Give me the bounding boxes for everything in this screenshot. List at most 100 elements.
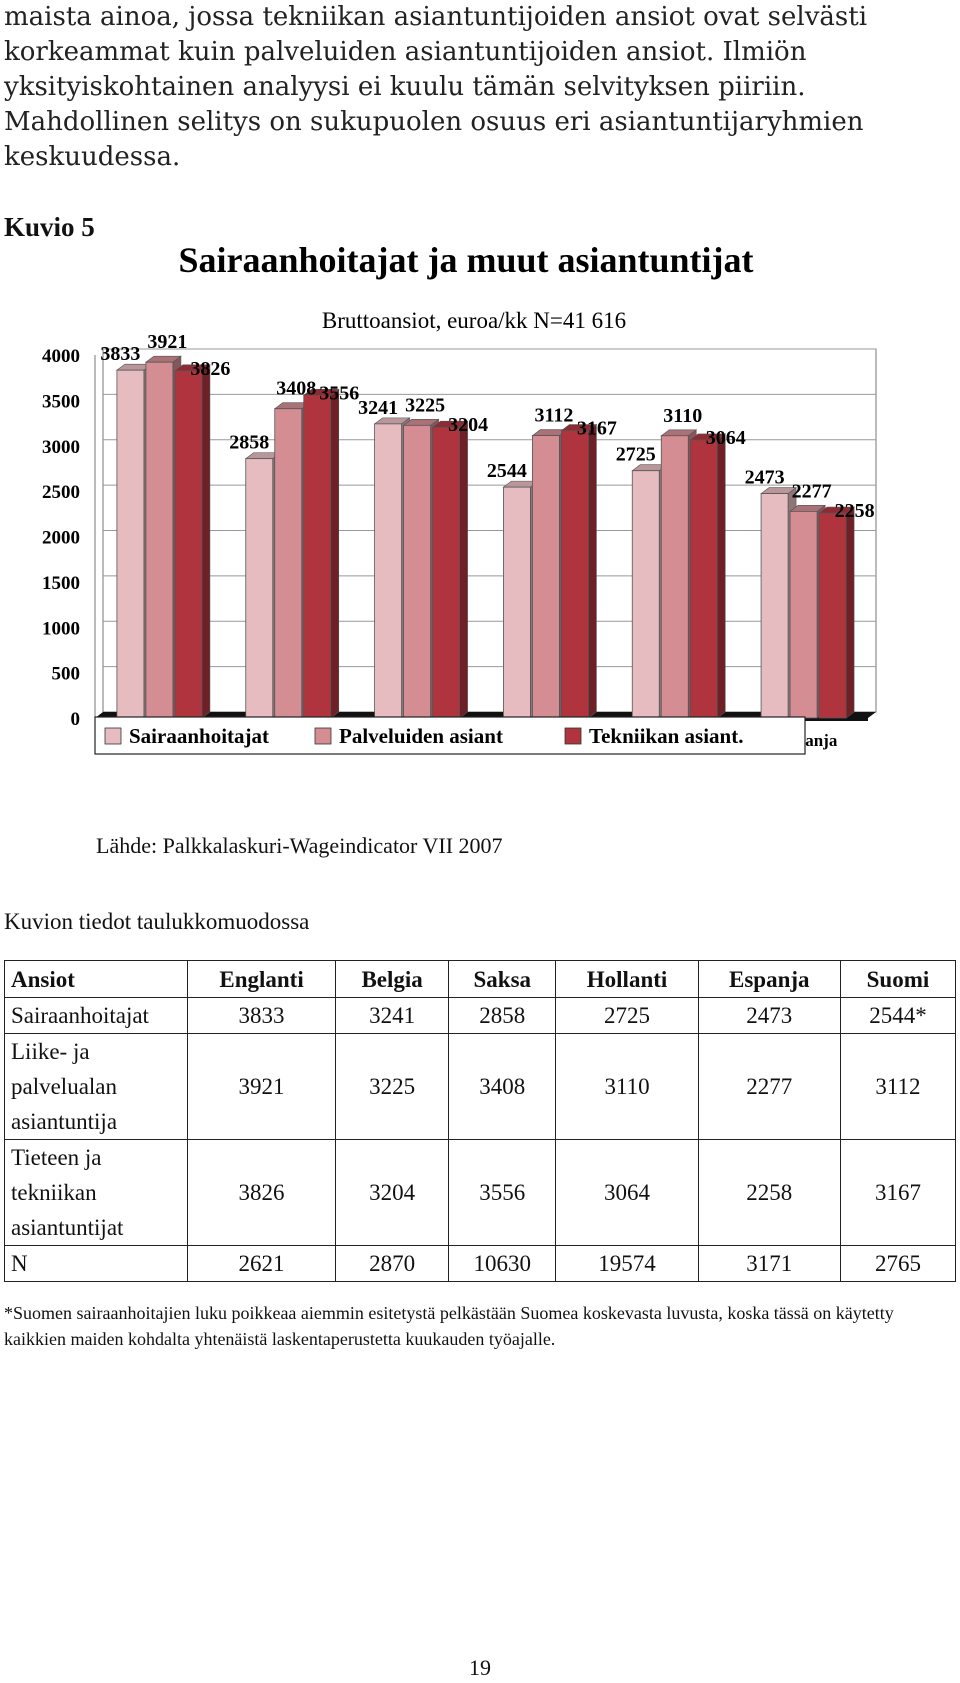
header-cell: Englanti (186, 960, 337, 998)
bar (503, 486, 531, 719)
chart-title: Sairaanhoitajat ja muut asiantuntijat (178, 240, 753, 280)
row-label-line: Liike- ja (11, 1039, 90, 1064)
bar-side (845, 506, 855, 719)
data-label: 3826 (190, 358, 230, 380)
table-cell: 3064 (555, 1139, 699, 1246)
table-cell: 3408 (448, 1033, 557, 1140)
row-label-line: palvelualan (11, 1074, 118, 1099)
table-row: N 2621 2870 10630 19574 3171 2765 (4, 1245, 957, 1282)
table-cell: 3921 (186, 1033, 337, 1140)
row-label: Sairaanhoitajat (4, 997, 188, 1034)
bar (374, 423, 402, 719)
bar (303, 394, 332, 719)
data-label: 2725 (616, 444, 656, 466)
bar (116, 369, 145, 719)
chart-subtitle: Bruttoansiot, euroa/kk N=41 616 (322, 308, 626, 333)
header-cell: Hollanti (555, 960, 699, 998)
table-cell: 3204 (335, 1139, 450, 1246)
data-label: 3167 (577, 418, 617, 440)
table-cell: 10630 (448, 1245, 557, 1282)
table-cell: 2544* (839, 997, 957, 1034)
data-label: 2858 (229, 432, 269, 454)
table-cell: 2858 (448, 997, 557, 1034)
legend-label: Sairaanhoitajat (129, 724, 269, 748)
bar (561, 430, 589, 719)
header-cell: Belgia (335, 960, 450, 998)
table-caption: Kuvion tiedot taulukkomuodossa (4, 909, 310, 934)
data-label: 3204 (448, 414, 488, 436)
data-table: Ansiot Englanti Belgia Saksa Hollanti Es… (4, 960, 957, 1282)
legend-label: Palveluiden asiant (339, 724, 503, 748)
bar (760, 493, 789, 719)
row-label-line: asiantuntijat (11, 1215, 124, 1240)
bar (631, 470, 660, 719)
table-cell: 3826 (186, 1139, 337, 1246)
y-tick-label: 2500 (42, 482, 80, 503)
table-cell: 3171 (697, 1245, 841, 1282)
table-cell: 3112 (839, 1033, 957, 1140)
y-tick-label: 2000 (42, 528, 80, 549)
legend-swatch (314, 727, 332, 745)
table-cell: 3167 (839, 1139, 957, 1246)
row-label-line: asiantuntija (11, 1109, 118, 1134)
data-label: 2277 (792, 480, 832, 502)
bar-side (330, 388, 340, 719)
table-cell: 2258 (697, 1139, 841, 1246)
table-cell: 3225 (335, 1033, 450, 1140)
row-label: Tieteen ja tekniikan asiantuntijat (4, 1139, 188, 1246)
data-label: 3556 (319, 382, 359, 404)
intro-paragraph: maista ainoa, jossa tekniikan asiantunti… (4, 2, 868, 172)
bar-side (201, 364, 211, 719)
legend-swatch (564, 727, 582, 745)
table-cell: 2277 (697, 1033, 841, 1140)
y-tick-label: 3500 (42, 391, 80, 412)
row-label: Liike- ja palvelualan asiantuntija (4, 1033, 188, 1140)
row-label-line: Tieteen ja (11, 1145, 102, 1170)
chart-source: Lähde: Palkkalaskuri-Wageindicator VII 2… (96, 833, 503, 858)
bar-side (588, 423, 597, 719)
figure-label: Kuvio 5 (4, 212, 95, 242)
y-tick-label: 500 (52, 664, 81, 685)
bar (689, 439, 718, 719)
bar (274, 408, 303, 719)
row-label-line: N (11, 1251, 28, 1276)
data-label: 3408 (276, 378, 316, 400)
table-header-row: Ansiot Englanti Belgia Saksa Hollanti Es… (4, 960, 957, 998)
table-cell: 2870 (335, 1245, 450, 1282)
table-cell: 3833 (186, 997, 337, 1034)
table-cell: 2765 (839, 1245, 957, 1282)
row-label-line: tekniikan (11, 1180, 97, 1205)
data-label: 3921 (147, 331, 187, 353)
header-cell: Saksa (448, 960, 557, 998)
table-cell: 2621 (186, 1245, 337, 1282)
data-label: 3110 (663, 405, 702, 427)
bar (660, 435, 689, 719)
legend-swatch (104, 727, 122, 745)
chart-canvas: Sairaanhoitajat ja muut asiantuntijat Bru… (42, 240, 877, 755)
table-row: Sairaanhoitajat 3833 3241 2858 2725 2473… (4, 997, 957, 1034)
bar (818, 512, 847, 719)
data-label: 2258 (835, 500, 875, 522)
y-tick-label: 3000 (42, 437, 80, 458)
data-label: 2473 (745, 467, 785, 489)
header-cell: Espanja (697, 960, 841, 998)
bar-side (459, 420, 468, 719)
data-label: 3833 (100, 343, 140, 365)
data-label: 3112 (534, 405, 573, 427)
table-row: Tieteen ja tekniikan asiantuntijat 3826 … (4, 1139, 957, 1246)
bar-side (716, 433, 726, 719)
table-row: Liike- ja palvelualan asiantuntija 3921 … (4, 1033, 957, 1140)
header-cell: Suomi (839, 960, 957, 998)
table-cell: 3110 (555, 1033, 699, 1140)
bar (145, 361, 174, 719)
data-label: 3225 (405, 394, 445, 416)
bar (174, 370, 203, 719)
bar (432, 426, 460, 719)
row-label: N (4, 1245, 188, 1282)
table-cell: 3556 (448, 1139, 557, 1246)
y-tick-label: 1500 (42, 573, 80, 594)
legend-label: Tekniikan asiant. (589, 724, 743, 748)
legend-box (94, 716, 806, 755)
page-number: 19 (469, 1655, 491, 1680)
data-label: 3241 (358, 397, 398, 419)
